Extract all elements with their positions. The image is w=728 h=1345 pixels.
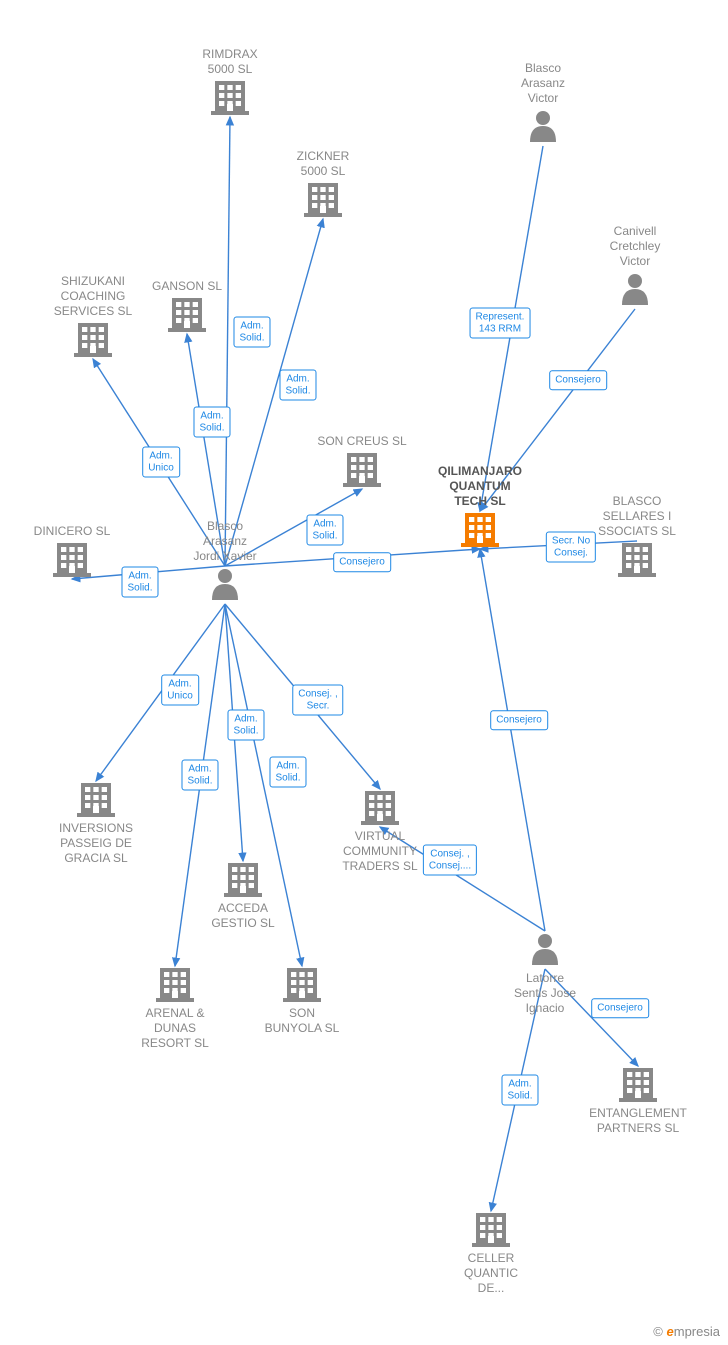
person-icon[interactable] [622, 274, 648, 305]
edge-label[interactable]: Consej. , Secr. [292, 685, 343, 716]
edge-label[interactable]: Consejero [490, 710, 548, 730]
building-icon[interactable] [304, 183, 342, 217]
building-icon[interactable] [343, 453, 381, 487]
node-label[interactable]: ZICKNER 5000 SL [268, 149, 378, 179]
node-label[interactable]: ACCEDA GESTIO SL [188, 901, 298, 931]
edge-label[interactable]: Consej. , Consej.... [423, 845, 477, 876]
building-icon[interactable] [224, 863, 262, 897]
building-icon[interactable] [283, 968, 321, 1002]
node-label[interactable]: VIRTUAL COMMUNITY TRADERS SL [325, 829, 435, 874]
node-label[interactable]: INVERSIONS PASSEIG DE GRACIA SL [41, 821, 151, 866]
node-label[interactable]: BLASCO SELLARES I SSOCIATS SL [582, 494, 692, 539]
copyright-symbol: © [653, 1324, 663, 1339]
edge-label[interactable]: Adm. Unico [161, 675, 199, 706]
node-label[interactable]: SON CREUS SL [307, 434, 417, 449]
node-label[interactable]: DINICERO SL [17, 524, 127, 539]
edge-label[interactable]: Consejero [591, 998, 649, 1018]
node-label[interactable]: CELLER QUANTIC DE... [436, 1251, 546, 1296]
node-label[interactable]: ARENAL & DUNAS RESORT SL [120, 1006, 230, 1051]
edge-label[interactable]: Secr. No Consej. [546, 532, 596, 563]
node-label[interactable]: Blasco Arasanz Jordi Xavier [170, 519, 280, 564]
building-icon[interactable] [168, 298, 206, 332]
edge-label[interactable]: Adm. Solid. [279, 370, 316, 401]
brand-first-letter: e [667, 1324, 674, 1339]
edge-label[interactable]: Adm. Solid. [193, 407, 230, 438]
node-label[interactable]: RIMDRAX 5000 SL [175, 47, 285, 77]
edge-label[interactable]: Adm. Solid. [233, 317, 270, 348]
building-icon[interactable] [156, 968, 194, 1002]
building-icon[interactable] [74, 323, 112, 357]
building-icon[interactable] [619, 1068, 657, 1102]
person-icon[interactable] [212, 569, 238, 600]
node-label[interactable]: Latorre Sentis Jose Ignacio [490, 971, 600, 1016]
copyright-footer: © empresia [653, 1324, 720, 1339]
edge-label[interactable]: Adm. Solid. [501, 1075, 538, 1106]
person-icon[interactable] [530, 111, 556, 142]
edge-label[interactable]: Consejero [333, 552, 391, 572]
building-icon[interactable] [53, 543, 91, 577]
node-label[interactable]: Blasco Arasanz Victor [488, 61, 598, 106]
edge-label[interactable]: Adm. Solid. [306, 515, 343, 546]
building-icon[interactable] [361, 791, 399, 825]
edge-label[interactable]: Adm. Solid. [181, 760, 218, 791]
node-label[interactable]: Canivell Cretchley Victor [580, 224, 690, 269]
building-icon[interactable] [211, 81, 249, 115]
edge-label[interactable]: Adm. Solid. [121, 567, 158, 598]
node-label[interactable]: SON BUNYOLA SL [247, 1006, 357, 1036]
building-icon[interactable] [618, 543, 656, 577]
node-label[interactable]: GANSON SL [132, 279, 242, 294]
building-icon[interactable] [472, 1213, 510, 1247]
node-label[interactable]: ENTANGLEMENT PARTNERS SL [583, 1106, 693, 1136]
person-icon[interactable] [532, 934, 558, 965]
building-icon[interactable] [461, 513, 499, 547]
edge-label[interactable]: Adm. Unico [142, 447, 180, 478]
node-label[interactable]: QILIMANJARO QUANTUM TECH SL [425, 464, 535, 509]
brand-rest: mpresia [674, 1324, 720, 1339]
building-icon[interactable] [77, 783, 115, 817]
relationship-edge [480, 549, 545, 931]
diagram-canvas [0, 0, 728, 1345]
edge-label[interactable]: Adm. Solid. [269, 757, 306, 788]
edge-label[interactable]: Consejero [549, 370, 607, 390]
relationship-edge [225, 117, 230, 566]
edge-label[interactable]: Adm. Solid. [227, 710, 264, 741]
edge-label[interactable]: Represent. 143 RRM [470, 308, 531, 339]
